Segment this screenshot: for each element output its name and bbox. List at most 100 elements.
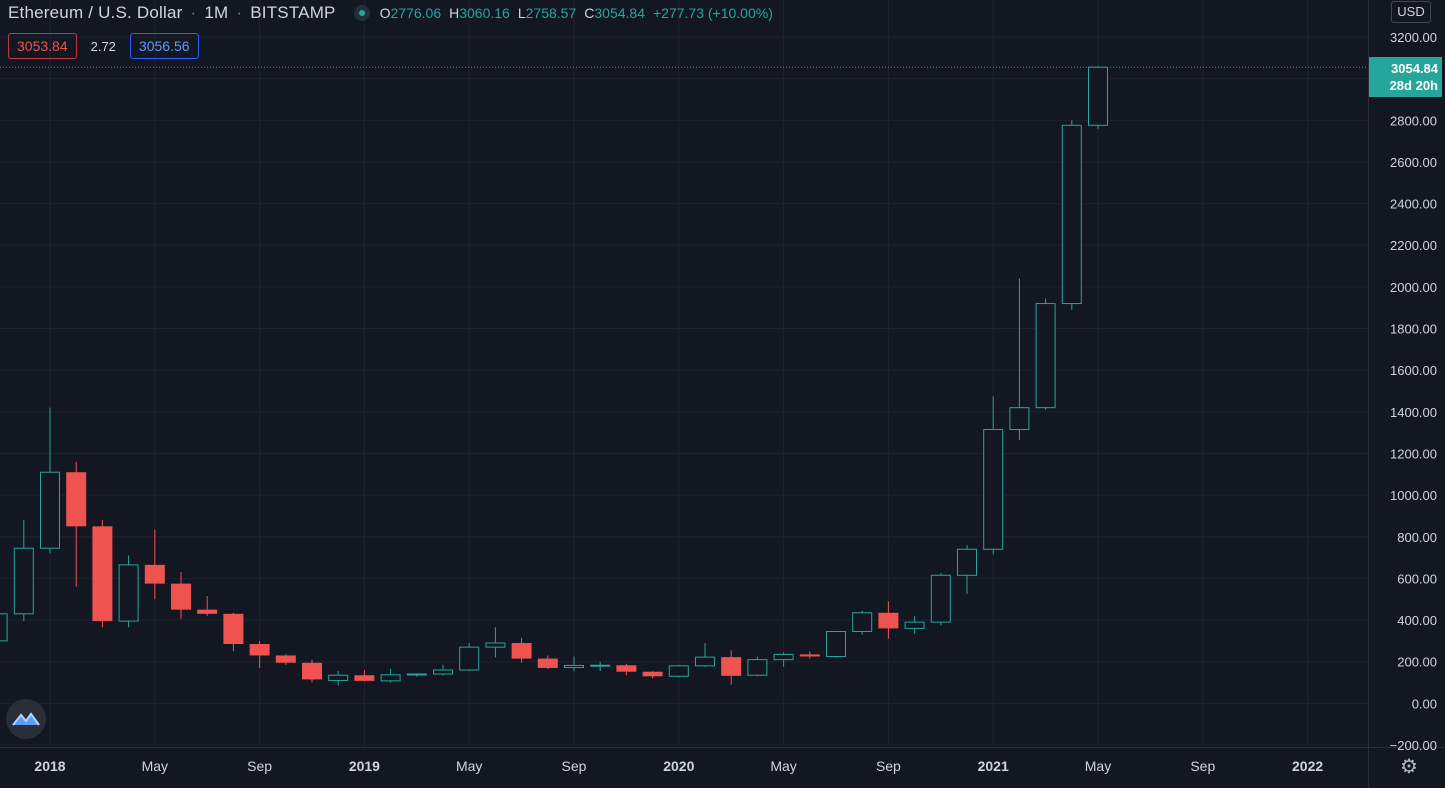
candle xyxy=(197,596,218,616)
time-axis[interactable]: 2018 May Sep 2019 May Sep 2020 May Sep 2021 May Sep… xyxy=(34,758,1323,774)
time-tick-label: May xyxy=(770,758,796,774)
time-tick-label: May xyxy=(1085,758,1111,774)
candle-body xyxy=(144,564,165,584)
price-tick-label: 2600.00 xyxy=(1390,155,1437,170)
candle xyxy=(695,642,715,667)
candle xyxy=(852,610,873,635)
time-tick-label: 2020 xyxy=(663,758,694,774)
candle xyxy=(223,612,244,652)
candle-body xyxy=(537,658,558,668)
candle xyxy=(249,640,270,668)
candle-body xyxy=(40,471,60,549)
candle xyxy=(826,631,846,658)
price-tick-label: 1800.00 xyxy=(1390,322,1437,337)
price-tick-label: 600.00 xyxy=(1397,571,1437,586)
candle-body xyxy=(983,429,1004,550)
time-tick-label: May xyxy=(142,758,168,774)
candle xyxy=(1009,278,1030,440)
price-tick-label: 0.00 xyxy=(1412,696,1437,711)
open-value: 2776.06 xyxy=(390,5,442,21)
candle-body xyxy=(406,673,427,676)
candle xyxy=(13,520,34,622)
candle-body xyxy=(302,662,322,680)
time-tick-label: Sep xyxy=(562,758,587,774)
candle-body xyxy=(852,612,873,633)
open-key: O xyxy=(379,5,391,21)
candle-body xyxy=(66,472,87,527)
time-tick-label: 2019 xyxy=(349,758,380,774)
close-key: C xyxy=(584,5,595,21)
candle-body xyxy=(249,644,270,656)
close-value: 3054.84 xyxy=(594,5,645,21)
buy-button[interactable]: 3056.56 xyxy=(129,33,199,59)
candle xyxy=(406,673,427,677)
candle-body xyxy=(433,669,453,675)
candle xyxy=(144,529,165,600)
candle xyxy=(983,396,1004,555)
time-tick-label: May xyxy=(456,758,482,774)
candle-body xyxy=(878,612,899,629)
candle xyxy=(511,637,532,663)
price-tick-label: 400.00 xyxy=(1397,613,1437,628)
interval-label[interactable]: 1M xyxy=(204,3,229,22)
candle-body xyxy=(459,646,480,671)
candle-body xyxy=(13,547,34,615)
candle xyxy=(799,651,820,659)
candle-body xyxy=(328,674,349,681)
market-open-status-icon xyxy=(353,5,370,21)
candle xyxy=(957,545,977,595)
legend-separator-dot: · xyxy=(190,3,197,22)
candle xyxy=(564,656,584,672)
candle-body xyxy=(511,642,532,659)
candle-body xyxy=(485,642,506,648)
symbol-legend: Ethereum / U.S. Dollar · 1M · BITSTAMP O… xyxy=(8,2,773,24)
candle xyxy=(747,656,768,677)
price-axis[interactable]: 3200.003000.002800.002600.002400.002200.… xyxy=(1390,30,1437,753)
price-tick-label: 1200.00 xyxy=(1390,446,1437,461)
gear-icon[interactable]: ⚙ xyxy=(1400,756,1418,778)
candle-body xyxy=(773,653,794,661)
sell-button[interactable]: 3053.84 xyxy=(8,33,77,59)
candle-body xyxy=(564,664,584,669)
candle-body xyxy=(930,574,951,623)
price-tick-label: 2400.00 xyxy=(1390,197,1437,212)
change-value: +277.73 (+10.00%) xyxy=(652,5,773,21)
price-tick-label: 2800.00 xyxy=(1390,113,1437,128)
candle-body xyxy=(275,655,296,663)
candle-body xyxy=(171,583,191,610)
tradingview-logo-icon[interactable] xyxy=(6,699,46,739)
currency-button[interactable]: USD xyxy=(1391,1,1431,23)
candle xyxy=(433,664,453,676)
last-price-value: 3054.84 xyxy=(1391,61,1438,76)
candle xyxy=(354,670,375,682)
time-tick-label: Sep xyxy=(1190,758,1215,774)
candle-body xyxy=(223,613,244,645)
candle xyxy=(328,671,349,686)
candle-body xyxy=(92,526,113,622)
candle-body xyxy=(354,675,375,681)
candle xyxy=(380,668,401,683)
high-value: 3060.16 xyxy=(459,5,510,21)
price-tick-label: 3200.00 xyxy=(1390,30,1437,45)
candle xyxy=(930,573,951,626)
candle xyxy=(904,615,925,634)
candle xyxy=(1061,120,1082,310)
candle xyxy=(878,601,899,639)
candle xyxy=(275,654,296,665)
candle-body xyxy=(0,613,8,642)
candle xyxy=(642,671,663,679)
time-tick-label: Sep xyxy=(876,758,901,774)
exchange-label: BITSTAMP xyxy=(250,3,336,22)
symbol-name[interactable]: Ethereum / U.S. Dollar xyxy=(8,3,183,22)
candle xyxy=(1088,66,1108,129)
candle-body xyxy=(799,654,820,657)
candle xyxy=(616,663,637,676)
candle-body xyxy=(904,621,925,629)
candle-body xyxy=(1088,66,1108,126)
spread-value: 2.72 xyxy=(90,38,116,54)
candle-body xyxy=(590,664,611,667)
high-key: H xyxy=(449,5,460,21)
low-value: 2758.57 xyxy=(525,5,577,21)
